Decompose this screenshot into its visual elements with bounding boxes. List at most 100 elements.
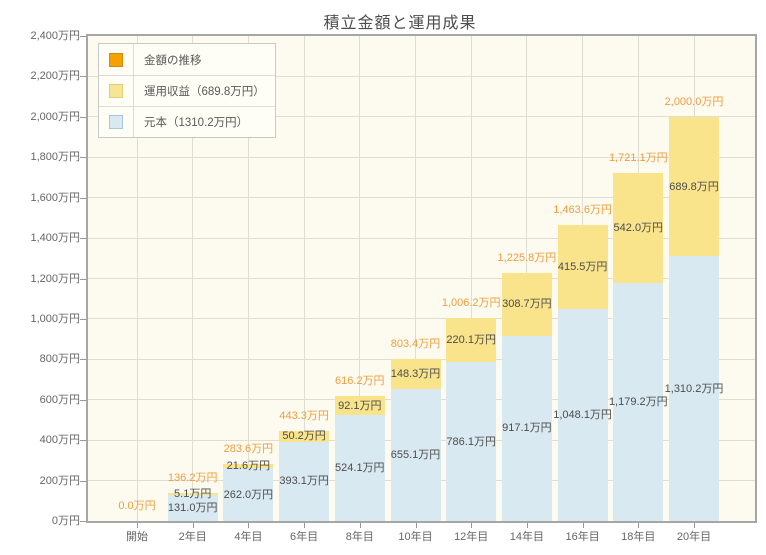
- total-value-label: 136.2万円: [167, 472, 218, 485]
- x-axis-tick-label: 16年目: [565, 531, 600, 543]
- y-tick-mark: [80, 480, 86, 482]
- profit-value-label: 308.7万円: [502, 298, 552, 311]
- bar-segment-profit[interactable]: [613, 173, 664, 283]
- x-axis-tick-label: 2年目: [178, 531, 207, 543]
- gridline-v: [359, 36, 361, 521]
- y-tick-mark: [80, 318, 86, 320]
- bar-segment-profit[interactable]: [334, 396, 385, 416]
- bar-segment-profit[interactable]: [557, 225, 608, 310]
- y-axis-tick-label: 1,600万円: [30, 191, 80, 204]
- bar-segment-profit[interactable]: [390, 358, 441, 389]
- x-axis-tick-label: 6年目: [290, 531, 319, 543]
- total-value-label: 1,721.1万円: [608, 152, 668, 165]
- plot-area: 0.0万円 131.0万円 5.1万円 136.2万円 262.0万円 21.6万円 283…: [86, 34, 757, 523]
- legend: 金額の推移 運用収益（689.8万円） 元本（1310.2万円）: [98, 43, 276, 138]
- principal-value-label: 131.0万円: [167, 501, 218, 514]
- y-tick-mark: [80, 36, 86, 37]
- profit-value-label: 5.1万円: [174, 488, 212, 500]
- bar-segment-principal[interactable]: [223, 468, 274, 521]
- y-tick-mark: [80, 521, 86, 522]
- bar-segment-profit[interactable]: [167, 493, 218, 495]
- y-tick-mark: [80, 76, 86, 78]
- x-axis-tick-label: 18年目: [621, 531, 656, 543]
- x-tick-mark: [694, 523, 695, 528]
- gridline-h: [88, 237, 755, 239]
- total-value-label: 1,006.2万円: [441, 296, 501, 309]
- bar-segment-principal[interactable]: [557, 309, 608, 521]
- bar-segment-profit[interactable]: [223, 463, 274, 469]
- gridline-h: [88, 116, 755, 118]
- legend-swatch-cell: [99, 44, 134, 75]
- total-value-label: 443.3万円: [279, 410, 329, 423]
- legend-item-principal[interactable]: 元本（1310.2万円）: [99, 106, 275, 137]
- profit-value-label: 148.3万円: [390, 367, 441, 380]
- x-axis-tick-label: 開始: [126, 531, 148, 543]
- bar-segment-principal[interactable]: [390, 388, 441, 521]
- x-tick-mark: [137, 523, 138, 528]
- gridline-h: [88, 197, 755, 199]
- profit-value-label: 92.1万円: [338, 399, 382, 412]
- legend-swatch-cell: [99, 107, 134, 137]
- x-tick-mark: [415, 523, 417, 528]
- x-tick-mark: [192, 523, 194, 528]
- profit-value-label: 689.8万円: [669, 180, 719, 193]
- x-axis-tick-label: 12年目: [454, 531, 489, 543]
- y-tick-mark: [80, 399, 86, 401]
- y-axis-tick-label: 600万円: [39, 393, 80, 406]
- gridline-h: [88, 318, 755, 320]
- legend-item-label: 運用収益（689.8万円）: [144, 86, 265, 98]
- bar-segment-profit[interactable]: [279, 431, 330, 442]
- legend-item-profit[interactable]: 運用収益（689.8万円）: [99, 75, 275, 106]
- gridline-h: [88, 156, 755, 158]
- total-value-label: 2,000.0万円: [664, 95, 724, 108]
- profit-swatch-icon: [109, 84, 123, 98]
- y-tick-mark: [80, 116, 86, 118]
- total-value-label: 803.4万円: [390, 337, 441, 350]
- y-tick-mark: [80, 440, 86, 442]
- y-tick-mark: [80, 238, 86, 240]
- legend-swatch-cell: [99, 76, 134, 106]
- y-axis-tick-label: 800万円: [39, 353, 80, 366]
- legend-item-label: 金額の推移: [144, 54, 202, 67]
- gridline-h: [88, 278, 755, 279]
- y-axis-tick-label: 1,000万円: [30, 312, 80, 325]
- y-tick-mark: [80, 359, 86, 361]
- y-axis-tick-label: 400万円: [39, 434, 80, 447]
- bar-segment-principal[interactable]: [669, 256, 719, 521]
- bar-segment-principal[interactable]: [279, 441, 330, 521]
- profit-value-label: 50.2万円: [282, 430, 326, 443]
- bar-segment-profit[interactable]: [446, 317, 497, 363]
- gridline-v: [303, 36, 305, 521]
- bar-segment-principal[interactable]: [613, 282, 664, 521]
- profit-value-label: 220.1万円: [446, 333, 496, 346]
- principal-value-label: 524.1万円: [335, 462, 385, 475]
- profit-value-label: 542.0万円: [613, 221, 664, 234]
- profit-value-label: 415.5万円: [557, 261, 608, 274]
- principal-swatch-icon: [109, 115, 123, 129]
- bar-segment-principal[interactable]: [334, 415, 385, 521]
- bar-segment-profit[interactable]: [669, 116, 719, 257]
- gridline-v: [247, 36, 249, 521]
- bar-segment-profit[interactable]: [501, 273, 552, 336]
- gridline-v: [415, 36, 416, 521]
- gridline-h: [88, 75, 755, 77]
- bar-segment-principal[interactable]: [501, 335, 552, 521]
- y-tick-mark: [80, 278, 86, 280]
- total-value-label: 1,463.6万円: [553, 204, 612, 217]
- x-tick-mark: [471, 523, 473, 528]
- y-axis-tick-label: 2,400万円: [30, 30, 80, 42]
- legend-item-amount-trend[interactable]: 金額の推移: [99, 44, 275, 75]
- x-tick-mark: [304, 523, 306, 528]
- y-axis-tick-label: 1,400万円: [30, 232, 80, 245]
- y-axis-tick-label: 1,200万円: [30, 272, 80, 285]
- bar-segment-principal[interactable]: [167, 494, 218, 521]
- y-tick-mark: [80, 197, 86, 199]
- total-value-label: 1,225.8万円: [497, 252, 557, 265]
- total-value-label: 616.2万円: [335, 375, 385, 388]
- y-axis-tick-label: 2,000万円: [30, 110, 80, 123]
- x-axis-tick-label: 10年目: [398, 531, 433, 543]
- x-tick-mark: [638, 523, 640, 528]
- x-tick-mark: [582, 523, 584, 528]
- bar-segment-principal[interactable]: [446, 362, 497, 521]
